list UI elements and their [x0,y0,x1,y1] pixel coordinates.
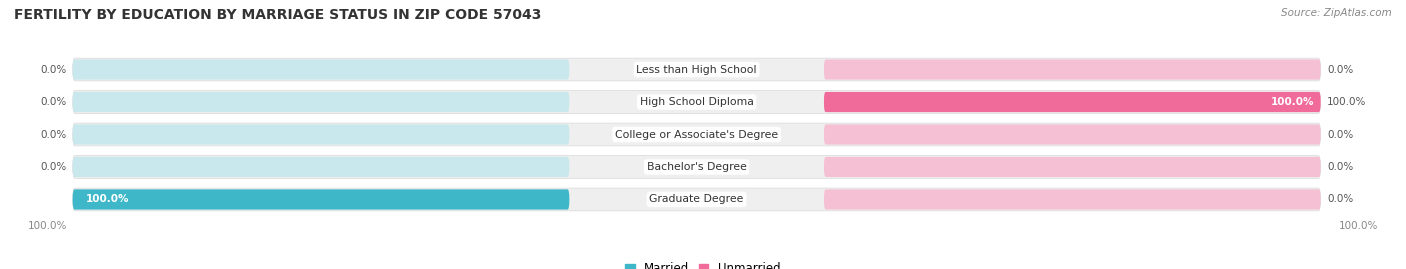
Text: 100.0%: 100.0% [28,221,67,231]
Text: 0.0%: 0.0% [39,65,66,75]
Text: 100.0%: 100.0% [86,194,129,204]
Text: High School Diploma: High School Diploma [640,97,754,107]
Text: 0.0%: 0.0% [1327,162,1353,172]
FancyBboxPatch shape [73,189,569,210]
FancyBboxPatch shape [73,92,569,112]
Legend: Married, Unmarried: Married, Unmarried [620,258,786,269]
Text: 0.0%: 0.0% [39,129,66,140]
FancyBboxPatch shape [73,155,1320,178]
FancyBboxPatch shape [73,58,1320,81]
FancyBboxPatch shape [73,59,569,80]
FancyBboxPatch shape [73,157,569,177]
FancyBboxPatch shape [73,189,569,210]
FancyBboxPatch shape [73,188,1320,211]
Text: 100.0%: 100.0% [1339,221,1378,231]
FancyBboxPatch shape [824,92,1320,112]
FancyBboxPatch shape [824,189,1320,210]
FancyBboxPatch shape [73,91,1320,114]
FancyBboxPatch shape [73,123,1320,146]
Text: 0.0%: 0.0% [39,162,66,172]
Text: 0.0%: 0.0% [1327,194,1353,204]
Text: 0.0%: 0.0% [1327,129,1353,140]
Text: Bachelor's Degree: Bachelor's Degree [647,162,747,172]
Text: 100.0%: 100.0% [1327,97,1367,107]
Text: 0.0%: 0.0% [1327,65,1353,75]
FancyBboxPatch shape [824,157,1320,177]
Text: FERTILITY BY EDUCATION BY MARRIAGE STATUS IN ZIP CODE 57043: FERTILITY BY EDUCATION BY MARRIAGE STATU… [14,8,541,22]
FancyBboxPatch shape [824,92,1320,112]
Text: College or Associate's Degree: College or Associate's Degree [614,129,778,140]
Text: 100.0%: 100.0% [1271,97,1315,107]
FancyBboxPatch shape [824,125,1320,144]
FancyBboxPatch shape [824,59,1320,80]
FancyBboxPatch shape [73,125,569,144]
Text: 0.0%: 0.0% [39,97,66,107]
Text: Less than High School: Less than High School [637,65,756,75]
Text: Source: ZipAtlas.com: Source: ZipAtlas.com [1281,8,1392,18]
Text: Graduate Degree: Graduate Degree [650,194,744,204]
